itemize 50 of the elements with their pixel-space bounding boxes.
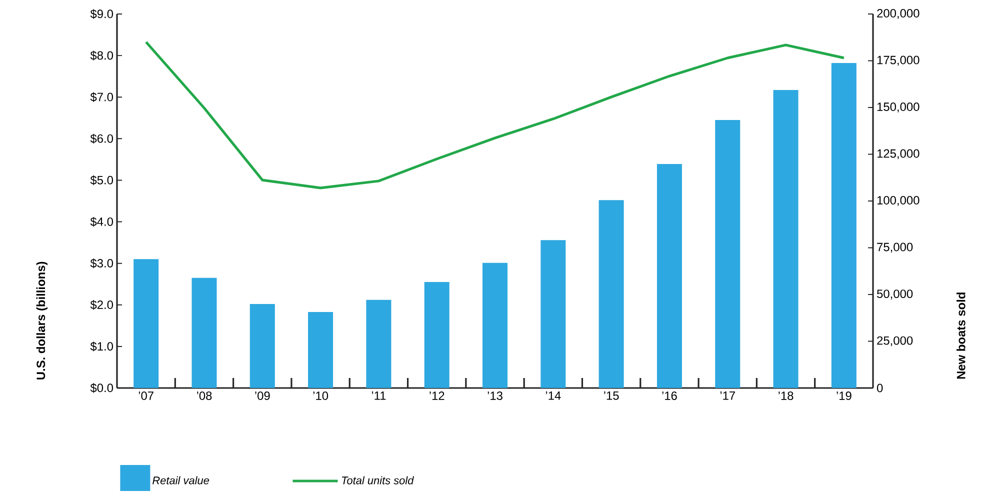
x-tick-label: ’10 (313, 392, 328, 400)
y-tick-label: $0.0 (90, 383, 114, 393)
y-tick-label: $4.0 (90, 216, 114, 227)
x-tick-label: ’09 (255, 392, 270, 400)
bar (715, 120, 740, 388)
x-tick-label: ’11 (372, 392, 386, 400)
y2-tick-label: 175,000 (877, 56, 920, 66)
y-tick-label: $7.0 (90, 92, 114, 102)
y-tick-label: $2.0 (90, 300, 114, 310)
x-tick-label: ’16 (662, 392, 677, 400)
x-tick-label: ’07 (138, 392, 154, 400)
y-axis-title: U.S. dollars (billions) (36, 262, 48, 380)
x-tick-label: ’15 (604, 392, 619, 400)
y2-tick-label: 125,000 (877, 149, 920, 160)
x-tick-label: ’19 (836, 392, 852, 400)
y-tick-label: $3.0 (90, 258, 114, 268)
y-tick-label: $5.0 (90, 175, 114, 186)
bar (598, 200, 624, 388)
bar (308, 312, 334, 388)
x-tick-label: ’14 (546, 392, 561, 400)
y-tick-label: $6.0 (90, 134, 114, 144)
x-tick-label: ’18 (778, 392, 794, 400)
bar (831, 63, 856, 388)
bar (424, 282, 450, 388)
bar (656, 164, 682, 388)
line-series (144, 40, 846, 190)
y2-tick-label: 25,000 (877, 336, 913, 346)
x-tick-label: ’17 (720, 392, 735, 400)
x-tick-label: ’12 (430, 392, 444, 400)
y-tick-label: $8.0 (90, 50, 114, 60)
bar (482, 262, 508, 388)
bar (773, 90, 798, 388)
bar (540, 240, 566, 388)
legend-label: Retail value (152, 476, 210, 484)
y2-tick-label: 150,000 (877, 102, 920, 112)
x-tick-label: ’08 (196, 392, 212, 400)
y-tick-label: $9.0 (90, 9, 114, 19)
bar (134, 259, 159, 388)
bar (250, 304, 275, 388)
y2-tick-label: 0 (877, 384, 883, 392)
x-tick-label: ’13 (488, 392, 502, 400)
y2-tick-label: 75,000 (877, 242, 913, 253)
legend-label: Total units sold (342, 476, 414, 484)
y2-axis-title: New boats sold (956, 292, 966, 379)
bar (192, 278, 217, 388)
y2-tick-label: 200,000 (877, 9, 920, 19)
y2-tick-label: 50,000 (877, 290, 913, 300)
bar (366, 300, 392, 388)
y-tick-label: $1.0 (90, 342, 114, 352)
y2-tick-label: 100,000 (877, 196, 920, 206)
